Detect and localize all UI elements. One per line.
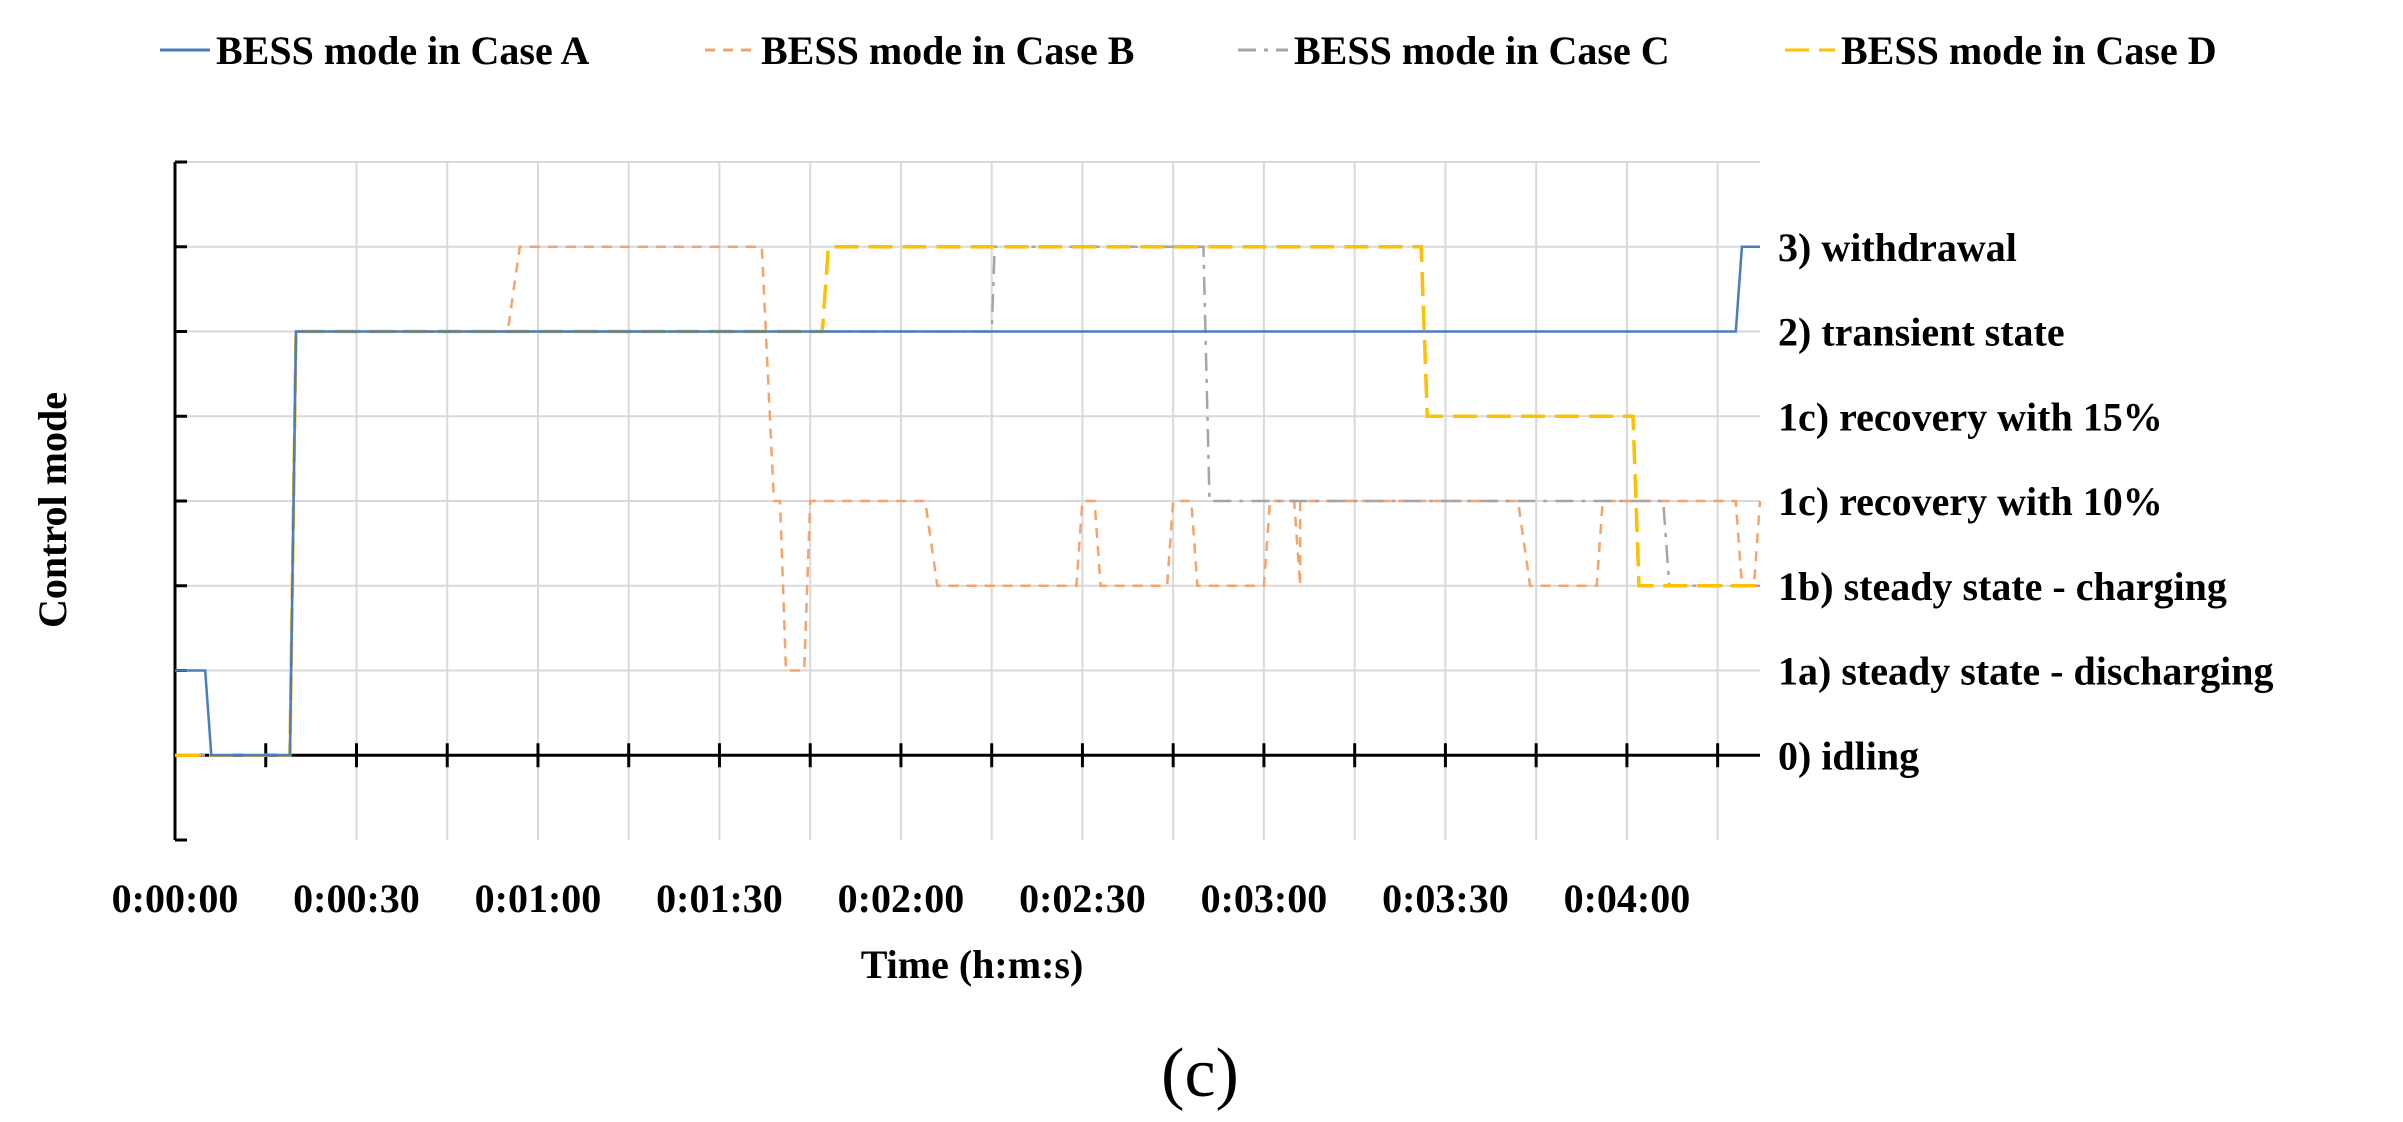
x-tick-label: 0:04:00 <box>1564 876 1691 921</box>
x-tick-label: 0:01:30 <box>656 876 783 921</box>
y-level-label: 1a) steady state - discharging <box>1778 649 2274 694</box>
x-axis-title: Time (h:m:s) <box>861 942 1084 987</box>
legend: BESS mode in Case A BESS mode in Case B BE… <box>160 28 2217 73</box>
x-tick-labels: 0:00:00 0:00:30 0:01:00 0:01:30 0:02:00 0:02:… <box>112 876 1691 921</box>
legend-label: BESS mode in Case C <box>1294 28 1670 73</box>
legend-label: BESS mode in Case D <box>1841 28 2217 73</box>
y-tick-labels: 0) idling 1a) steady state - discharging 1… <box>1778 225 2274 779</box>
x-tick-label: 0:03:30 <box>1382 876 1509 921</box>
x-tick-label: 0:03:00 <box>1201 876 1328 921</box>
y-axis-title: Control mode <box>30 392 75 628</box>
legend-label: BESS mode in Case B <box>761 28 1134 73</box>
figure-caption: (c) <box>1161 1035 1239 1112</box>
x-tick-label: 0:02:00 <box>838 876 965 921</box>
y-level-label: 0) idling <box>1778 733 1919 778</box>
x-tick-label: 0:01:00 <box>475 876 602 921</box>
x-tick-label: 0:02:30 <box>1019 876 1146 921</box>
y-level-label: 2) transient state <box>1778 310 2065 355</box>
legend-label: BESS mode in Case A <box>216 28 590 73</box>
x-tick-label: 0:00:30 <box>293 876 420 921</box>
series-line-1 <box>175 245 1760 757</box>
series-line-3 <box>175 245 1760 757</box>
y-level-label: 3) withdrawal <box>1778 225 2017 270</box>
y-level-label: 1b) steady state - charging <box>1778 564 2227 609</box>
y-level-label: 1c) recovery with 15% <box>1778 394 2163 439</box>
series-line-2 <box>175 245 1762 757</box>
y-level-label: 1c) recovery with 10% <box>1778 479 2163 524</box>
series-layer <box>175 245 1762 758</box>
x-tick-label: 0:00:00 <box>112 876 239 921</box>
